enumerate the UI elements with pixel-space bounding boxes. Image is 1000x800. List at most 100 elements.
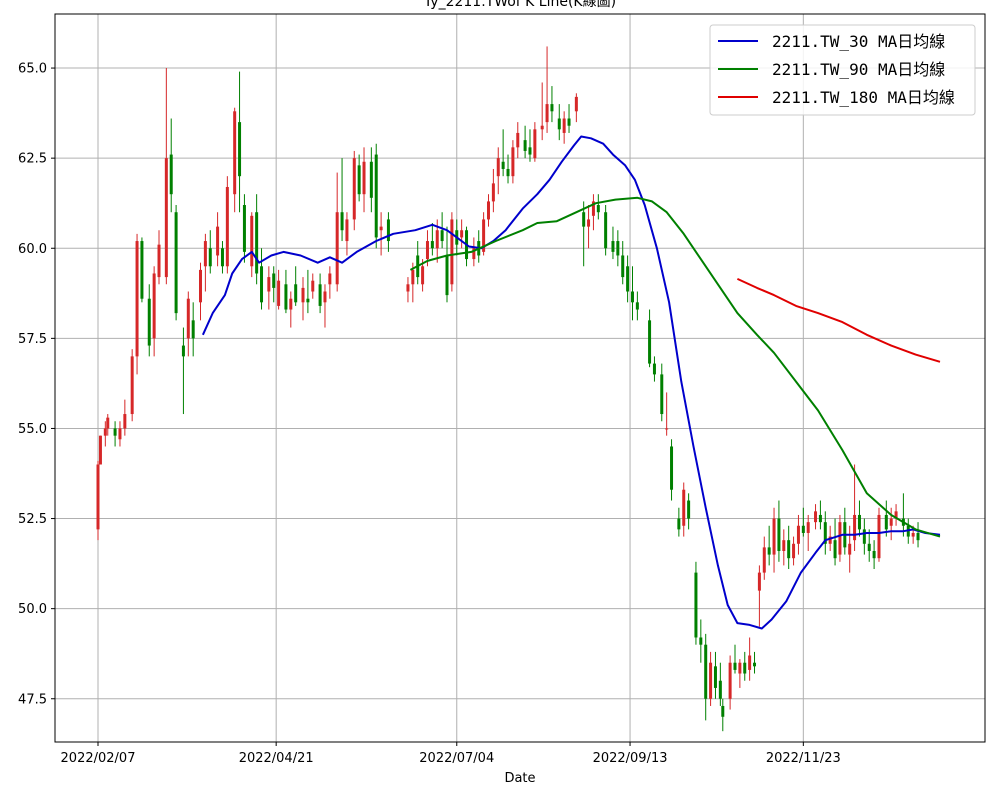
candle-body	[828, 536, 832, 544]
candle-body	[352, 158, 356, 220]
ma-line-30	[201, 135, 941, 630]
candle-body	[670, 446, 674, 490]
candle-body	[545, 104, 549, 123]
candle-body	[294, 284, 298, 303]
candle-body	[753, 662, 757, 667]
candle-body	[718, 680, 722, 699]
candle-body	[255, 212, 259, 274]
candle-body	[472, 248, 476, 260]
candle-body	[872, 550, 876, 559]
candle-body	[103, 428, 107, 436]
candle-body	[635, 302, 639, 310]
candle-body	[345, 219, 349, 242]
candle-body	[374, 154, 378, 238]
candle-body	[250, 215, 254, 267]
candle-body	[540, 125, 544, 130]
candle-body	[486, 201, 490, 220]
candle-body	[157, 244, 161, 278]
candle-body	[284, 284, 288, 310]
candle-body	[340, 212, 344, 231]
candle-body	[533, 129, 537, 159]
candle-body	[562, 118, 566, 133]
candle-body	[98, 435, 102, 465]
candle-body	[421, 266, 425, 285]
candle-body	[582, 212, 586, 227]
candle-body	[648, 320, 652, 364]
candle-body	[328, 273, 332, 285]
candle-body	[796, 525, 800, 544]
legend-label-ma30: 2211.TW_30 MA日均線	[772, 32, 945, 51]
candle-body	[379, 226, 383, 231]
candle-body	[199, 269, 203, 303]
x-tick-label: 2022/02/07	[61, 751, 136, 766]
candle-body	[528, 147, 532, 155]
candle-body	[733, 662, 737, 670]
candle-body	[818, 514, 822, 523]
candle-body	[877, 514, 881, 559]
candle-body	[738, 662, 742, 674]
candle-body	[277, 280, 281, 306]
candle-body	[630, 291, 634, 303]
candle-body	[501, 161, 505, 169]
candle-body	[838, 522, 842, 555]
candle-body	[335, 212, 339, 285]
candle-body	[616, 241, 620, 256]
candle-body	[435, 230, 439, 249]
candle-body	[757, 572, 761, 591]
ma-line-180	[736, 277, 941, 363]
candle-body	[242, 205, 246, 252]
y-tick-label: 57.5	[18, 332, 47, 347]
candle-body	[660, 374, 664, 415]
candle-body	[272, 273, 276, 288]
candle-body	[772, 518, 776, 555]
candle-body	[430, 241, 434, 249]
candle-body	[884, 514, 888, 530]
candle-body	[814, 511, 818, 523]
candle-body	[567, 118, 571, 126]
candle-body	[106, 417, 110, 429]
candle-body	[596, 205, 600, 213]
candle-body	[289, 298, 293, 310]
candle-body	[911, 532, 915, 537]
candle-body	[411, 269, 415, 285]
candle-body	[238, 122, 242, 177]
x-tick-label: 2022/09/13	[593, 751, 668, 766]
y-tick-label: 65.0	[18, 62, 47, 77]
candle-body	[728, 662, 732, 699]
y-tick-label: 62.5	[18, 152, 47, 167]
candle-body	[323, 291, 327, 303]
candle-body	[216, 226, 220, 256]
candle-body	[806, 522, 810, 533]
candle-body	[721, 705, 725, 717]
candle-body	[665, 428, 669, 430]
candle-body	[506, 168, 510, 177]
candles	[96, 46, 920, 732]
candle-body	[482, 219, 486, 252]
candle-body	[267, 277, 271, 292]
candle-body	[853, 514, 857, 541]
candle-body	[260, 266, 264, 303]
candle-body	[699, 637, 703, 645]
candle-body	[208, 248, 212, 267]
candle-body	[916, 532, 920, 541]
candle-body	[687, 500, 691, 519]
candle-body	[591, 201, 595, 216]
candle-body	[135, 241, 139, 357]
candle-body	[857, 514, 861, 530]
legend-label-ma180: 2211.TW_180 MA日均線	[772, 88, 955, 107]
candle-body	[848, 543, 852, 555]
candle-body	[233, 111, 237, 195]
candle-body	[587, 219, 591, 227]
candle-body	[220, 248, 224, 267]
y-tick-label: 55.0	[18, 422, 47, 437]
candle-body	[867, 543, 871, 551]
chart-title: Ty_2211.TWof K Line(K線圖)	[423, 0, 616, 10]
candle-body	[96, 464, 100, 530]
candle-body	[557, 118, 561, 130]
candle-body	[762, 547, 766, 573]
candle-body	[491, 183, 495, 202]
candle-body	[894, 511, 898, 519]
candle-body	[787, 540, 791, 559]
plot-frame	[54, 13, 986, 743]
